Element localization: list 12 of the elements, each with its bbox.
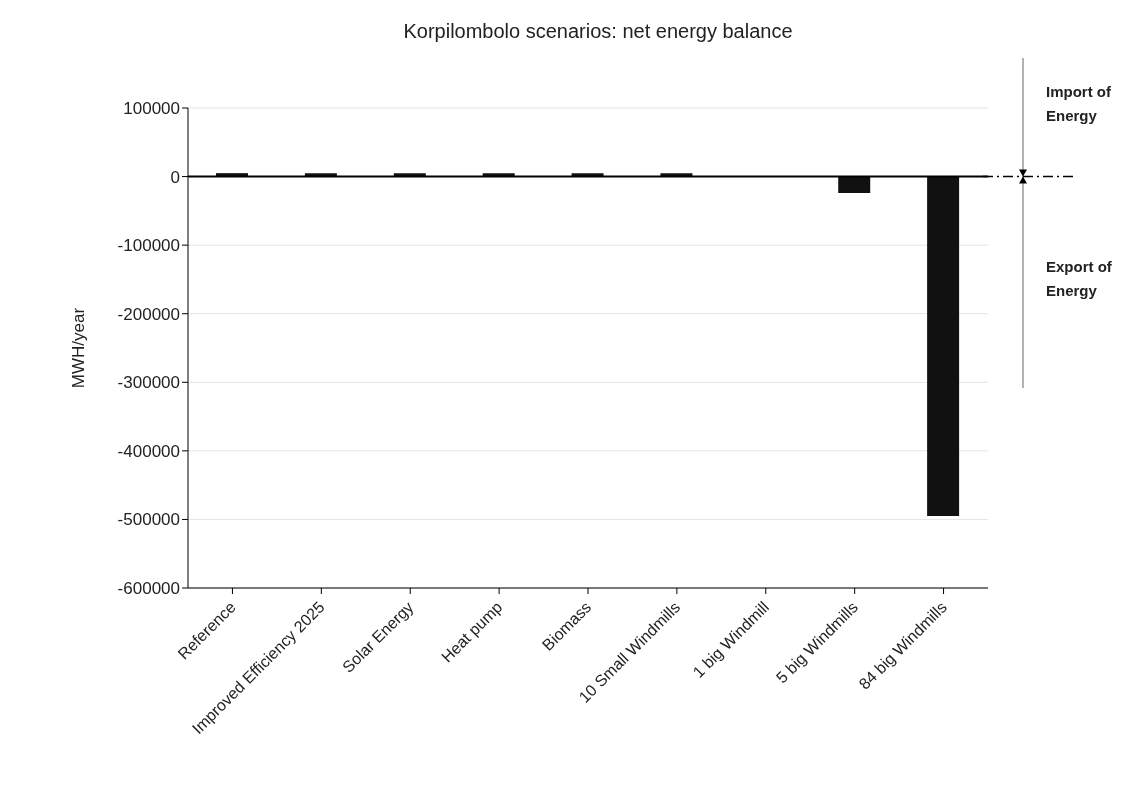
y-tick-label: -100000 xyxy=(117,236,180,256)
y-tick-label: -200000 xyxy=(117,304,180,324)
y-tick-label: -400000 xyxy=(117,441,180,461)
y-tick-label: -500000 xyxy=(117,510,180,530)
y-tick-label: 100000 xyxy=(123,99,180,119)
y-tick-label: 0 xyxy=(170,167,180,187)
y-tick-label: -300000 xyxy=(117,373,180,393)
text: Export of Energy xyxy=(1046,257,1113,302)
y-tick-label: -600000 xyxy=(117,579,180,599)
text: Import of Energy xyxy=(1046,82,1112,126)
chart-title: Korpilombolo scenarios: net energy balance xyxy=(402,20,794,43)
y-axis-title: MWH/year xyxy=(69,307,89,389)
